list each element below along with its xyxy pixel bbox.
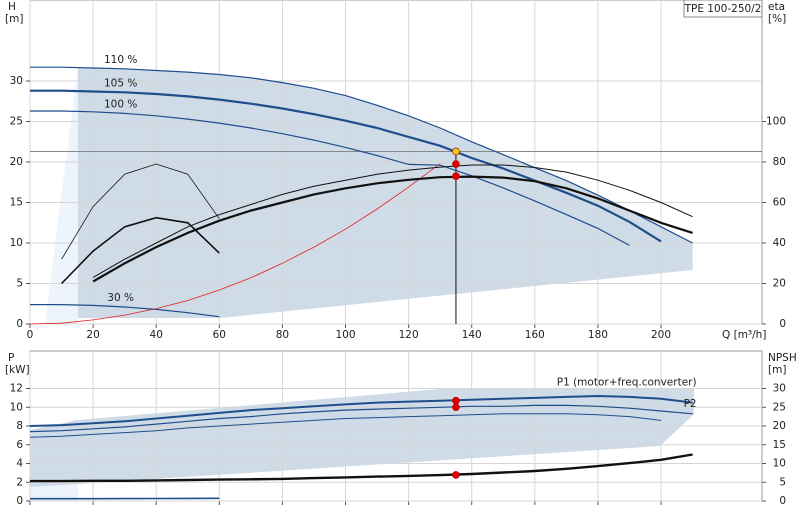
- y2-tick-label: 25: [773, 401, 786, 413]
- curve: [30, 66, 693, 244]
- y-tick-label: 30: [10, 75, 23, 87]
- curve: [61, 216, 220, 285]
- curve-label: 100 %: [104, 98, 137, 110]
- y-axis-title: H: [8, 1, 16, 13]
- curve: [29, 404, 693, 433]
- curve: [29, 163, 441, 325]
- x-tick-label: 60: [213, 329, 226, 341]
- curve: [30, 89, 662, 243]
- curve-label: 105 %: [104, 77, 137, 89]
- x-tick-label: 140: [462, 329, 482, 341]
- y-axis-unit: [kW]: [5, 364, 30, 376]
- y2-tick-label: 80: [773, 156, 786, 168]
- y-tick-label: 4: [16, 458, 23, 470]
- duty-point: [452, 396, 460, 405]
- pale-region: [45, 66, 78, 324]
- y-tick-label: 12: [10, 383, 23, 395]
- model-box: [683, 0, 763, 18]
- x-tick-label: 100: [335, 329, 355, 341]
- y-tick-label: 10: [10, 237, 23, 249]
- operating-range: [78, 68, 693, 318]
- y2-tick-label: 40: [773, 237, 786, 249]
- x-tick-label: 120: [399, 329, 419, 341]
- curve: [29, 413, 662, 438]
- y2-tick-label: 0: [779, 495, 786, 507]
- y-axis-title: P: [8, 352, 14, 364]
- x-axis-title: Q [m³/h]: [722, 329, 766, 341]
- x-tick-label: 0: [27, 329, 34, 341]
- duty-point: [452, 147, 460, 156]
- y2-axis-title: eta: [768, 1, 785, 13]
- y2-tick-label: 100: [766, 116, 786, 128]
- y-tick-label: 0: [16, 318, 23, 330]
- y-tick-label: 8: [16, 420, 23, 432]
- y2-tick-label: 20: [773, 278, 786, 290]
- x-tick-label: 80: [276, 329, 289, 341]
- y-tick-label: 25: [10, 116, 23, 128]
- curve: [30, 453, 693, 483]
- curve: [29, 394, 693, 427]
- y-tick-label: 6: [16, 439, 23, 451]
- y2-tick-label: 30: [773, 383, 786, 395]
- y2-tick-label: 60: [773, 197, 786, 209]
- curve-label: 110 %: [104, 54, 137, 66]
- duty-point: [452, 403, 460, 412]
- y2-axis-unit: [m]: [768, 364, 786, 376]
- duty-point: [452, 471, 460, 479]
- y-tick-label: 0: [16, 495, 23, 507]
- y2-tick-label: 15: [773, 439, 786, 451]
- duty-point: [452, 172, 460, 180]
- y-tick-label: 20: [10, 156, 23, 168]
- y2-tick-label: 5: [779, 476, 786, 488]
- curve-label: P2: [684, 398, 697, 410]
- y2-axis-title: NPSH: [768, 352, 797, 364]
- y-tick-label: 15: [10, 197, 23, 209]
- y-axis-unit: [m]: [5, 13, 23, 25]
- x-tick-label: 20: [86, 329, 99, 341]
- y2-tick-label: 20: [773, 420, 786, 432]
- curve: [30, 110, 630, 246]
- x-tick-label: 160: [525, 329, 545, 341]
- curve-label: 30 %: [107, 292, 134, 304]
- y-tick-label: 10: [10, 401, 23, 413]
- y2-axis-unit: [%]: [768, 13, 786, 25]
- y-tick-label: 2: [16, 476, 23, 488]
- curve: [92, 164, 693, 278]
- curve: [61, 163, 220, 260]
- x-tick-label: 200: [651, 329, 671, 341]
- duty-point: [452, 160, 460, 168]
- x-tick-label: 180: [588, 329, 608, 341]
- curve: [30, 304, 220, 318]
- x-tick-label: 40: [150, 329, 163, 341]
- curve-label: P1 (motor+freq.converter): [557, 377, 697, 389]
- y-tick-label: 5: [16, 278, 23, 290]
- y2-tick-label: 10: [773, 458, 786, 470]
- y2-tick-label: 0: [779, 318, 786, 330]
- curve: [92, 175, 693, 283]
- model-label: TPE 100-250/2: [684, 3, 762, 15]
